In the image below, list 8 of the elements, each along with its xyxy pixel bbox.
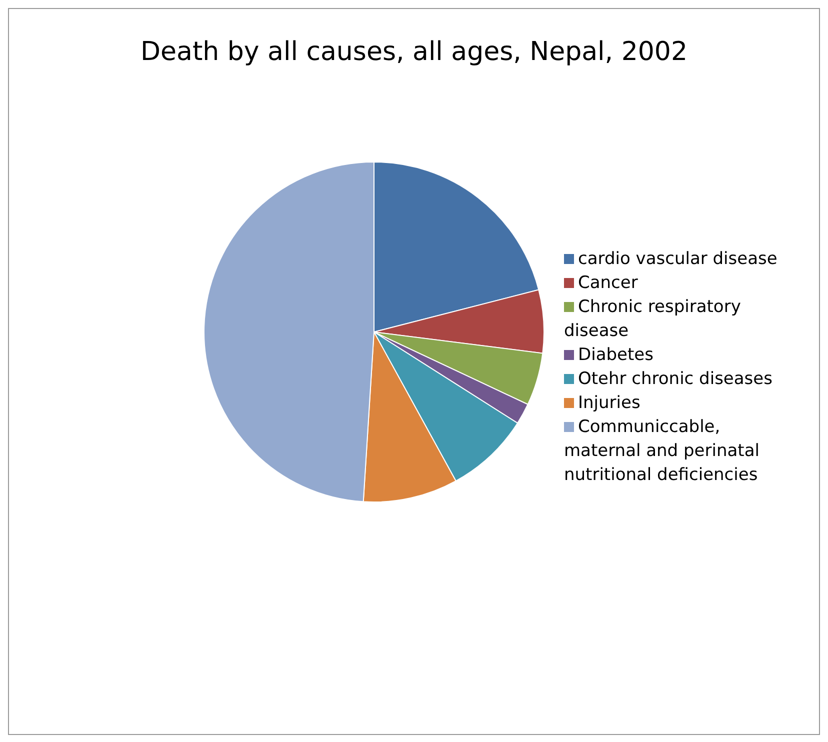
legend-label: Chronic respiratory disease [564,297,741,341]
legend-label: Diabetes [578,345,654,365]
legend-label: cardio vascular disease [578,249,778,269]
legend-label: Communiccable, maternal and perinatal nutritional deficiencies [564,417,760,485]
chart-title: Death by all causes, all ages, Nepal, 2002 [140,36,688,69]
legend-label: Otehr chronic diseases [578,369,772,389]
legend-label: Injuries [578,393,640,413]
legend-label: Cancer [578,273,638,293]
